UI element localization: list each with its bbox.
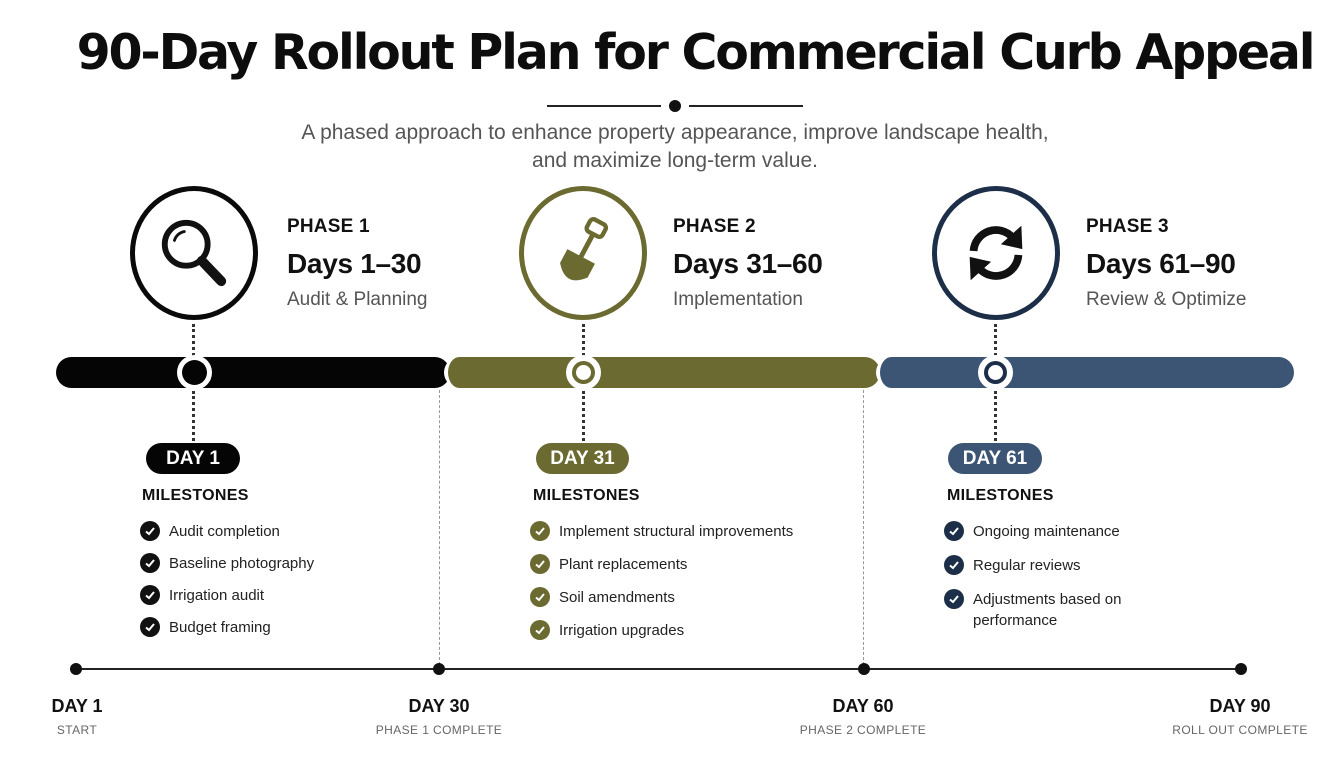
phase-3-day-badge: DAY 61 [948, 443, 1042, 474]
check-icon [530, 587, 550, 607]
phase-3-subtitle: Review & Optimize [1086, 289, 1247, 310]
list-item: Baseline photography [140, 553, 314, 574]
phase-1-day-badge: DAY 1 [146, 443, 240, 474]
phase-1-icon-circle [130, 186, 258, 320]
check-icon [530, 554, 550, 574]
timeline-label-day-90: DAY 90 ROLL OUT COMPLETE [1140, 696, 1340, 737]
timeline-label-day-60: DAY 60 PHASE 2 COMPLETE [763, 696, 963, 737]
check-icon [530, 521, 550, 541]
check-icon [944, 589, 964, 609]
list-item: Budget framing [140, 617, 314, 638]
phase-3-label: PHASE 3 [1086, 216, 1169, 237]
phase-3-node [978, 355, 1013, 390]
phase-2-heading: PHASE 2 Days 31–60 Implementation [673, 216, 823, 311]
phase-2-node [566, 355, 601, 390]
phase-3-milestones-title: MILESTONES [947, 487, 1054, 504]
timeline-day: DAY 1 [51, 696, 103, 716]
list-item: Regular reviews [944, 555, 1121, 576]
milestone-text: Irrigation audit [169, 587, 265, 604]
phase-1-bar [56, 357, 450, 388]
subtitle: A phased approach to enhance property ap… [260, 119, 1090, 175]
refresh-icon [969, 225, 1023, 281]
phase-3-bar [876, 357, 1294, 388]
phase-3-icon-circle [932, 186, 1060, 320]
phase-3-connector-bottom [994, 391, 997, 441]
milestone-text-line-2: performance [973, 612, 1058, 629]
phase-1-node [177, 355, 212, 390]
milestone-text: Regular reviews [973, 557, 1081, 574]
phase-2-bar [444, 357, 880, 388]
phase-3-days: Days 61–90 [1086, 248, 1236, 279]
phase-2-day-badge: DAY 31 [536, 443, 629, 474]
phase-1-milestone-list: Audit completion Baseline photography Ir… [140, 521, 314, 638]
phase-1-connector-bottom [192, 391, 195, 441]
phase-1-connector-top [192, 324, 195, 356]
check-icon [530, 620, 550, 640]
timeline-day: DAY 90 [1209, 696, 1271, 716]
timeline-caption: ROLL OUT COMPLETE [1172, 723, 1308, 737]
check-icon [140, 553, 160, 573]
milestone-text: Soil amendments [559, 589, 675, 606]
magnifier-icon [161, 219, 227, 287]
phase-2-icon-circle [519, 186, 647, 320]
milestone-text: Budget framing [169, 619, 271, 636]
page-title: 90-Day Rollout Plan for Commercial Curb … [76, 24, 1316, 81]
day-60-divider [863, 390, 864, 665]
timeline-label-day-30: DAY 30 PHASE 1 COMPLETE [339, 696, 539, 737]
milestone-text: Implement structural improvements [559, 523, 794, 540]
bottom-timeline [76, 668, 1242, 670]
check-icon [944, 555, 964, 575]
check-icon [140, 617, 160, 637]
timeline-dot-day-1 [70, 663, 82, 675]
list-item: Soil amendments [530, 587, 793, 608]
timeline-day: DAY 30 [408, 696, 470, 716]
phase-1-heading: PHASE 1 Days 1–30 Audit & Planning [287, 216, 428, 311]
subtitle-line-2: and maximize long-term value. [532, 149, 818, 172]
phase-1-label: PHASE 1 [287, 216, 370, 237]
milestone-text: Baseline photography [169, 555, 315, 572]
milestone-text: Plant replacements [559, 556, 688, 573]
phase-2-milestones-title: MILESTONES [533, 487, 640, 504]
milestone-text: Adjustments based on performance [973, 589, 1121, 631]
day-30-divider [439, 390, 440, 665]
phase-1-days: Days 1–30 [287, 248, 422, 279]
check-icon [140, 585, 160, 605]
phase-3-connector-top [994, 324, 997, 356]
phase-2-subtitle: Implementation [673, 289, 803, 310]
timeline-caption: START [56, 723, 98, 737]
phase-2-milestone-list: Implement structural improvements Plant … [530, 521, 793, 641]
list-item: Audit completion [140, 521, 314, 542]
phase-2-connector-bottom [582, 391, 585, 441]
phase-1-subtitle: Audit & Planning [287, 289, 428, 310]
phase-2-label: PHASE 2 [673, 216, 756, 237]
timeline-dot-day-90 [1235, 663, 1247, 675]
milestone-text: Ongoing maintenance [973, 523, 1120, 540]
timeline-caption: PHASE 1 COMPLETE [375, 723, 503, 737]
phase-3-milestone-list: Ongoing maintenance Regular reviews Adju… [944, 521, 1121, 631]
timeline-label-day-1: DAY 1 START [0, 696, 177, 737]
check-icon [944, 521, 964, 541]
subtitle-line-1: A phased approach to enhance property ap… [301, 121, 1049, 144]
phase-3-heading: PHASE 3 Days 61–90 Review & Optimize [1086, 216, 1247, 311]
shovel-icon [560, 217, 609, 281]
list-item: Adjustments based on performance [944, 589, 1121, 631]
milestone-text: Irrigation upgrades [559, 622, 685, 639]
timeline-caption: PHASE 2 COMPLETE [799, 723, 927, 737]
milestone-text-line-1: Adjustments based on [973, 591, 1122, 608]
phase-2-days: Days 31–60 [673, 248, 823, 279]
phase-1-milestones-title: MILESTONES [142, 487, 249, 504]
list-item: Irrigation upgrades [530, 620, 793, 641]
list-item: Ongoing maintenance [944, 521, 1121, 542]
phase-2-connector-top [582, 324, 585, 356]
list-item: Plant replacements [530, 554, 793, 575]
milestone-text: Audit completion [169, 523, 280, 540]
list-item: Implement structural improvements [530, 521, 793, 542]
list-item: Irrigation audit [140, 585, 314, 606]
timeline-dot-day-60 [858, 663, 870, 675]
timeline-dot-day-30 [433, 663, 445, 675]
check-icon [140, 521, 160, 541]
title-divider [547, 100, 803, 112]
timeline-day: DAY 60 [832, 696, 894, 716]
